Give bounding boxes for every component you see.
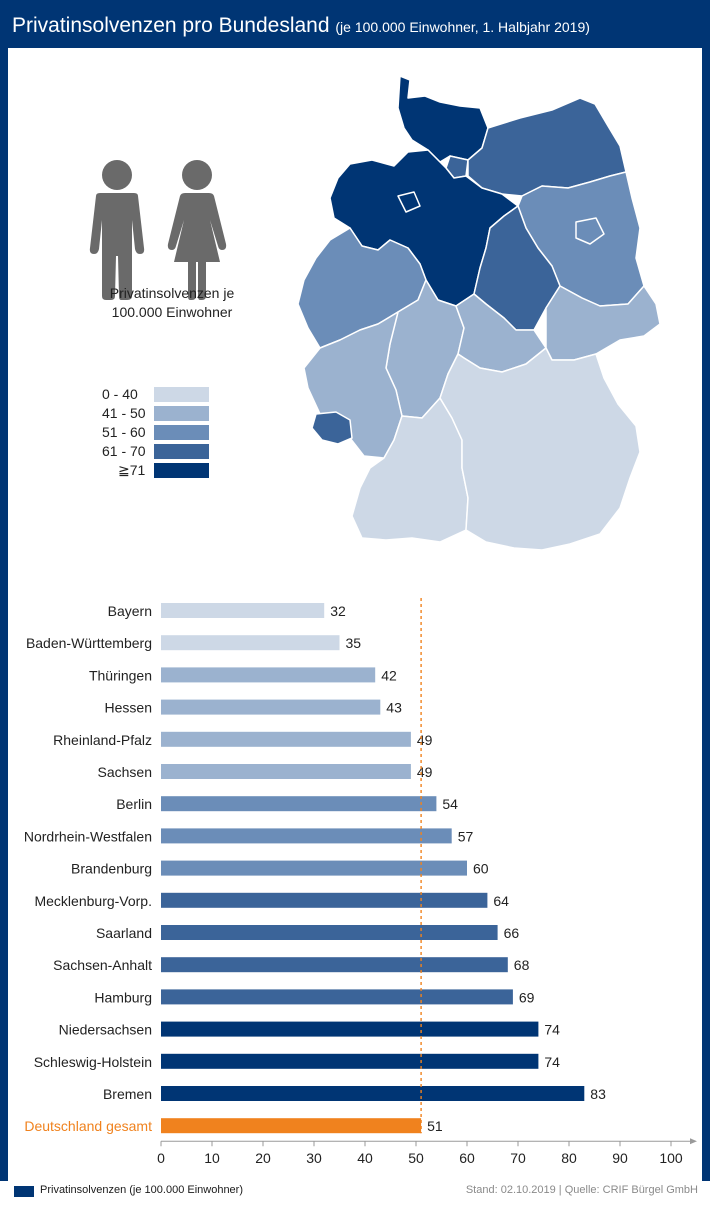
value-label: 83 [590,1086,606,1102]
footer-legend-swatch [14,1186,34,1197]
value-label: 74 [544,1022,560,1038]
value-label: 64 [493,893,509,909]
bar [161,764,411,779]
x-tick-label: 50 [408,1150,424,1166]
category-label: Baden-Württemberg [26,635,152,651]
value-label: 68 [514,957,530,973]
bar [161,1086,585,1101]
value-label: 66 [504,925,520,941]
x-tick-label: 30 [306,1150,322,1166]
value-label: 51 [427,1118,443,1134]
legend-item-swatch [154,406,209,421]
legend-item-label: 0 - 40 [102,386,138,402]
woman-icon [167,160,227,300]
category-label: Deutschland gesamt [24,1118,152,1134]
category-label: Bayern [108,603,152,619]
value-label: 54 [442,796,458,812]
source-note: Stand: 02.10.2019 | Quelle: CRIF Bürgel … [465,1184,698,1196]
bar [161,1021,539,1037]
legend-title: Privatinsolvenzen je 100.000 Einwohner [82,284,262,322]
legend-item-label: ≧71 [118,462,146,478]
x-tick-label: 60 [459,1150,475,1166]
legend-item-swatch [154,463,209,478]
legend-title-line2: 100.000 Einwohner [111,304,233,320]
category-label: Hessen [105,700,152,716]
category-label: Mecklenburg-Vorp. [34,893,152,909]
category-label: Schleswig-Holstein [34,1054,152,1070]
bar [161,1053,539,1069]
man-icon [89,160,145,300]
category-label: Berlin [116,796,152,812]
value-label: 32 [330,603,346,619]
bar [161,892,488,908]
subtitle-text: (je 100.000 Einwohner, 1. Halbjahr 2019) [335,19,590,35]
germany-map [297,75,661,551]
x-tick-label: 70 [510,1150,526,1166]
footer: Privatinsolvenzen (je 100.000 Einwohner)… [0,1181,710,1217]
legend-title-line1: Privatinsolvenzen je [109,285,235,301]
x-tick-label: 20 [255,1150,271,1166]
bar [161,925,498,940]
value-label: 35 [346,635,362,651]
value-label: 43 [386,700,402,716]
value-label: 57 [458,828,474,844]
x-tick-label: 10 [204,1150,220,1166]
bar [161,860,467,876]
bar-chart: Bayern 32 Baden-Württemberg 35 Thüringen 42 He… [24,598,697,1166]
x-axis-arrow [690,1138,697,1145]
x-tick-label: 40 [357,1150,373,1166]
legend-item-label: 61 - 70 [102,443,146,459]
category-label: Nordrhein-Westfalen [24,828,152,844]
bar [161,699,381,715]
legend-item-label: 41 - 50 [102,405,146,421]
legend-item: 41 - 50 [102,405,222,421]
bar [161,796,437,812]
legend-item-swatch [154,425,209,440]
value-label: 69 [519,989,535,1005]
bar [161,603,325,618]
bar [161,667,376,683]
map-region-schleswig-holstein [397,75,489,163]
map-region-bayern [439,347,641,551]
bar [161,957,508,973]
category-label: Rheinland-Pfalz [53,732,152,748]
header: Privatinsolvenzen pro Bundesland (je 100… [0,0,710,48]
value-label: 49 [417,764,433,780]
map-region-bremen [397,191,421,213]
bar [161,635,340,651]
category-label: Saarland [96,925,152,941]
x-tick-label: 80 [561,1150,577,1166]
bar [161,828,452,844]
bar [161,989,513,1005]
page-title: Privatinsolvenzen pro Bundesland (je 100… [12,14,590,38]
x-tick-label: 0 [157,1150,165,1166]
legend-item-swatch [154,444,209,459]
legend-item: 51 - 60 [102,424,222,440]
legend-item: ≧71 [102,462,222,478]
x-tick-label: 100 [659,1150,683,1166]
value-label: 49 [417,732,433,748]
category-label: Hamburg [94,989,152,1005]
category-label: Sachsen-Anhalt [53,957,152,973]
map-region-saarland [311,411,353,445]
value-label: 60 [473,861,489,877]
legend-item-label: 51 - 60 [102,424,146,440]
category-label: Brandenburg [71,861,152,877]
value-label: 74 [544,1054,560,1070]
legend-item-swatch [154,387,209,402]
x-tick-label: 90 [612,1150,628,1166]
category-label: Thüringen [89,667,152,683]
category-label: Bremen [103,1086,152,1102]
bar [161,1118,422,1134]
category-label: Sachsen [98,764,152,780]
footer-legend-label: Privatinsolvenzen (je 100.000 Einwohner) [40,1184,244,1196]
legend-item: 61 - 70 [102,443,222,459]
legend-item: 0 - 40 [102,386,222,402]
category-label: Niedersachsen [59,1022,152,1038]
title-text: Privatinsolvenzen pro Bundesland [12,14,330,37]
bar [161,731,411,747]
value-label: 42 [381,667,397,683]
map-region-berlin [575,217,605,245]
